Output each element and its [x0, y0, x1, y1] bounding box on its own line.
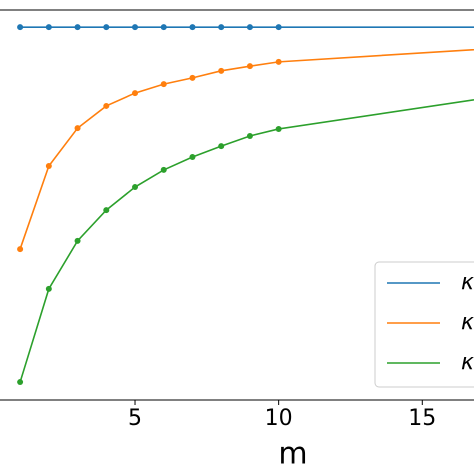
series-line	[19, 48, 474, 250]
point	[17, 246, 24, 253]
point	[103, 24, 110, 31]
point	[218, 67, 225, 74]
point	[246, 132, 253, 139]
point	[132, 184, 139, 191]
point	[17, 379, 24, 386]
point	[74, 24, 81, 31]
point	[160, 81, 167, 88]
legend-box	[374, 261, 474, 388]
point	[275, 24, 282, 31]
point	[17, 24, 24, 31]
x-tick-label: 10	[265, 406, 293, 431]
point	[246, 63, 253, 70]
point	[246, 24, 253, 31]
point	[189, 24, 196, 31]
point	[45, 285, 52, 292]
point	[275, 125, 282, 132]
legend-label: κ	[461, 350, 474, 375]
point	[218, 24, 225, 31]
plot-area	[17, 24, 474, 386]
point	[45, 24, 52, 31]
legend-label: κ	[461, 270, 474, 295]
point	[160, 24, 167, 31]
x-axis-label: m	[278, 437, 307, 472]
point	[132, 90, 139, 97]
point	[74, 237, 81, 244]
point	[218, 143, 225, 150]
point	[74, 125, 81, 132]
legend-label: κ	[461, 310, 474, 335]
x-tick-label: 5	[128, 406, 142, 431]
point	[160, 166, 167, 173]
point	[189, 74, 196, 81]
point	[132, 24, 139, 31]
point	[103, 102, 110, 109]
x-tick-label: 15	[408, 406, 436, 431]
point	[189, 154, 196, 161]
point	[103, 207, 110, 214]
point	[45, 163, 52, 169]
point	[275, 58, 282, 65]
